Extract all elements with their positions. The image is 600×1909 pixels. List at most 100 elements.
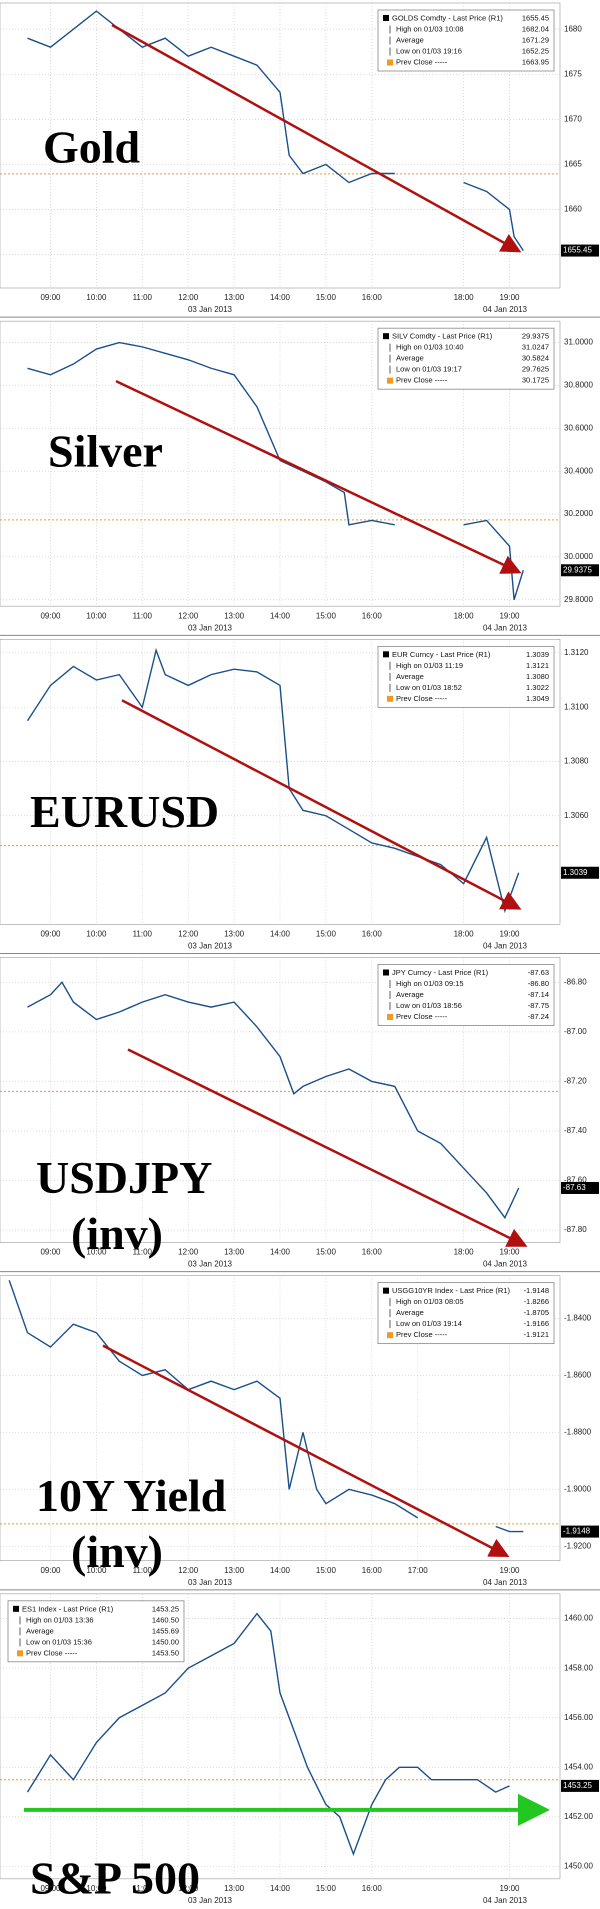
x-tick-label: 14:00 (270, 929, 291, 938)
y-tick-label: 29.8000 (564, 595, 593, 604)
legend-label: GOLDS Comdty - Last Price (R1) (392, 13, 503, 22)
chart-label: Silver (48, 426, 163, 477)
x-tick-label: 18:00 (454, 1248, 475, 1257)
y-tick-label: 1660 (564, 205, 582, 214)
y-tick-label: -1.8600 (564, 1371, 592, 1380)
x-tick-label: 15:00 (316, 1248, 337, 1257)
x-tick-label: 16:00 (362, 293, 383, 302)
legend-value: -1.9121 (524, 1330, 549, 1339)
last-price-tag (561, 244, 599, 257)
last-price-tag (561, 866, 599, 879)
chart-panel: -1.9200 -1.9000 -1.8800 -1.8600 -1.8400 09:00… (0, 1275, 600, 1591)
x-tick-label: 13:00 (224, 1248, 245, 1257)
legend-value: -1.9148 (524, 1286, 549, 1295)
x-tick-label: 09:00 (40, 1248, 61, 1257)
legend-value: 1453.50 (152, 1648, 179, 1657)
last-price-tag (561, 1525, 599, 1538)
legend-value: -87.63 (528, 968, 549, 977)
chart-label: Gold (43, 122, 141, 173)
last-price-label: -1.9148 (563, 1527, 591, 1536)
legend-label: Low on 01/03 19:17 (396, 365, 462, 374)
legend-box (377, 964, 555, 1026)
last-price-label: 1453.25 (563, 1781, 592, 1790)
chart-panel: -87.80 -87.60 -87.40 -87.20 -87.00 -86.80 09:0… (0, 957, 600, 1273)
red-arrow (127, 1048, 528, 1247)
date-label: 04 Jan 2013 (483, 1260, 528, 1269)
legend-value: -1.8705 (524, 1308, 549, 1317)
legend-swatch (383, 1287, 389, 1294)
chart-panel: 1.3060 1.3080 1.3100 1.3120 09:00 10:00 11:00 1… (0, 639, 600, 954)
legend-label: Low on 01/03 19:16 (396, 46, 462, 55)
price-line (27, 981, 520, 1220)
x-tick-label: 10:00 (86, 929, 107, 938)
price-line (27, 341, 524, 600)
x-tick-label: 16:00 (362, 611, 383, 620)
y-tick-label: 1680 (564, 24, 582, 33)
chart-panel: 29.8000 30.0000 30.2000 30.4000 30.6000 30.80… (0, 320, 600, 636)
y-tick-label: -1.9000 (564, 1485, 592, 1494)
x-tick-label: 13:00 (224, 293, 245, 302)
chart-label: USDJPY (36, 1152, 212, 1203)
y-tick-label: 1.3060 (564, 811, 589, 820)
y-tick-label: -87.60 (564, 1176, 587, 1185)
y-tick-label: -87.40 (564, 1126, 587, 1135)
y-tick-label: 1675 (564, 69, 582, 78)
legend-label: SILV Comdty - Last Price (R1) (392, 332, 493, 341)
x-tick-label: 17:00 (408, 1566, 429, 1575)
legend-value: 1652.25 (522, 46, 549, 55)
legend-label: High on 01/03 08:05 (396, 1297, 464, 1306)
y-tick-label: 1456.00 (564, 1713, 593, 1722)
legend-box (377, 327, 555, 390)
y-tick-label: 1460.00 (564, 1614, 593, 1623)
legend-box (377, 1282, 555, 1345)
x-tick-label: 09:00 (40, 611, 61, 620)
chart-label: S&P 500 (30, 1852, 200, 1903)
date-label: 04 Jan 2013 (483, 305, 528, 314)
y-tick-label: 30.8000 (564, 381, 593, 390)
x-tick-label: 10:00 (86, 1884, 107, 1893)
y-tick-label: -86.80 (564, 977, 587, 986)
legend-label: Average (396, 990, 424, 999)
legend-swatch (387, 1014, 393, 1020)
legend-swatch (17, 1650, 23, 1657)
legend-value: 1460.50 (152, 1615, 179, 1624)
legend-label: EUR Curncy - Last Price (R1) (392, 650, 491, 659)
x-tick-label: 12:00 (178, 929, 199, 938)
price-line (8, 1280, 524, 1533)
x-tick-label: 15:00 (316, 293, 337, 302)
x-tick-label: 11:00 (133, 1884, 153, 1893)
date-label: 04 Jan 2013 (483, 623, 528, 632)
legend-value: -87.24 (528, 1012, 549, 1021)
y-tick-label: 1450.00 (564, 1862, 593, 1871)
y-tick-label: -87.80 (564, 1225, 587, 1234)
y-tick-label: 30.4000 (564, 466, 593, 475)
date-label: 04 Jan 2013 (483, 941, 528, 950)
legend-box (377, 9, 555, 72)
legend-label: Prev Close ----- (396, 57, 448, 66)
x-tick-label: 14:00 (270, 1884, 291, 1893)
last-price-label: 1.3039 (563, 868, 588, 877)
x-tick-label: 16:00 (362, 1566, 383, 1575)
x-tick-label: 13:00 (224, 1566, 245, 1575)
x-tick-label: 10:00 (86, 1248, 107, 1257)
legend-value: 1682.04 (522, 24, 549, 33)
y-tick-label: 1452.00 (564, 1812, 593, 1821)
x-tick-label: 19:00 (499, 611, 520, 620)
last-price-label: 29.9375 (563, 565, 592, 574)
x-tick-label: 14:00 (270, 1248, 291, 1257)
legend-box (377, 645, 555, 708)
x-tick-label: 11:00 (133, 1566, 153, 1575)
x-tick-label: 16:00 (362, 1248, 383, 1257)
x-tick-label: 12:00 (178, 1884, 199, 1893)
x-tick-label: 12:00 (178, 293, 199, 302)
x-tick-label: 18:00 (454, 293, 475, 302)
x-tick-label: 16:00 (362, 1884, 383, 1893)
y-tick-label: 30.2000 (564, 509, 593, 518)
legend-swatch (13, 1605, 19, 1612)
legend-swatch (387, 695, 393, 702)
legend-value: 29.9375 (522, 332, 549, 341)
x-tick-label: 19:00 (499, 293, 520, 302)
legend-swatch (383, 333, 389, 340)
legend-label: High on 01/03 13:36 (26, 1615, 94, 1624)
x-tick-label: 09:00 (40, 1884, 61, 1893)
